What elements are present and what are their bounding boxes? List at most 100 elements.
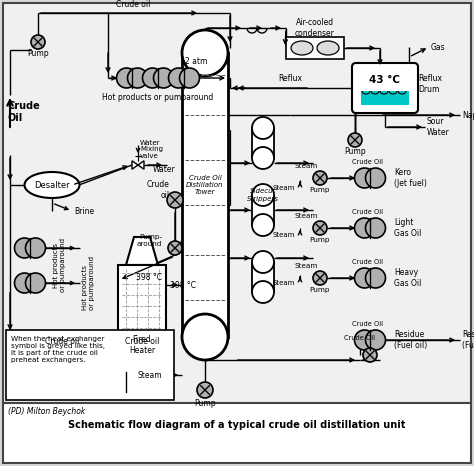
Text: Air-cooled
condenser: Air-cooled condenser xyxy=(295,18,335,38)
Text: Crude Oil: Crude Oil xyxy=(353,159,383,165)
FancyBboxPatch shape xyxy=(352,63,418,113)
Text: Crude Oil: Crude Oil xyxy=(345,335,375,341)
Text: Gas: Gas xyxy=(431,42,446,52)
Circle shape xyxy=(355,268,374,288)
Text: Pump-
around: Pump- around xyxy=(137,233,162,247)
Text: Crude Oil: Crude Oil xyxy=(353,209,383,215)
Circle shape xyxy=(26,273,46,293)
Circle shape xyxy=(355,168,374,188)
Text: Pump: Pump xyxy=(310,237,330,243)
Circle shape xyxy=(355,218,374,238)
Text: Residue
(Fuel oil): Residue (Fuel oil) xyxy=(462,330,474,350)
Bar xyxy=(252,128,274,158)
Text: Steam: Steam xyxy=(295,263,318,269)
Text: Crude
Oil: Crude Oil xyxy=(8,101,41,123)
Bar xyxy=(252,262,274,292)
Text: Crude Oil: Crude Oil xyxy=(353,321,383,327)
Text: Steam: Steam xyxy=(137,370,162,379)
Text: Pump: Pump xyxy=(310,287,330,293)
Text: Sour
Water: Sour Water xyxy=(427,117,450,137)
Ellipse shape xyxy=(252,281,274,303)
Circle shape xyxy=(168,241,182,255)
Text: Pump: Pump xyxy=(310,187,330,193)
Text: When the heat exchanger
symbol is greyed like this,
it is part of the crude oil
: When the heat exchanger symbol is greyed… xyxy=(11,336,105,363)
Circle shape xyxy=(143,68,163,88)
Circle shape xyxy=(365,218,385,238)
Circle shape xyxy=(313,171,327,185)
Text: Crude oil: Crude oil xyxy=(125,337,159,347)
Text: Reflux: Reflux xyxy=(278,74,302,83)
Bar xyxy=(3,3,471,403)
Bar xyxy=(182,53,228,337)
Text: Hot products
or pumparound: Hot products or pumparound xyxy=(54,238,66,292)
Text: Light
Gas Oil: Light Gas Oil xyxy=(394,218,421,238)
Text: Crude oil: Crude oil xyxy=(45,337,79,347)
Ellipse shape xyxy=(25,172,80,198)
Polygon shape xyxy=(132,161,144,169)
Circle shape xyxy=(117,68,137,88)
Ellipse shape xyxy=(182,314,228,360)
Text: Sidecut
Strippers: Sidecut Strippers xyxy=(247,188,279,202)
Ellipse shape xyxy=(252,147,274,169)
Circle shape xyxy=(110,372,130,392)
Bar xyxy=(361,91,409,105)
Circle shape xyxy=(167,192,183,208)
Circle shape xyxy=(121,372,142,392)
Circle shape xyxy=(15,238,35,258)
Ellipse shape xyxy=(252,214,274,236)
Text: Water: Water xyxy=(153,164,176,173)
Text: (PD) Milton Beychok: (PD) Milton Beychok xyxy=(8,407,85,416)
Text: Steam: Steam xyxy=(295,213,318,219)
Text: Heavy
Gas Oil: Heavy Gas Oil xyxy=(394,268,421,288)
Circle shape xyxy=(180,68,200,88)
Text: Hot products or pumparound: Hot products or pumparound xyxy=(102,92,214,102)
Ellipse shape xyxy=(182,30,228,76)
Text: Steam: Steam xyxy=(295,163,318,169)
Circle shape xyxy=(313,271,327,285)
Circle shape xyxy=(154,68,173,88)
Bar xyxy=(252,195,274,225)
Ellipse shape xyxy=(291,41,313,55)
Text: Steam: Steam xyxy=(273,280,295,286)
Circle shape xyxy=(365,268,385,288)
Text: Fired
Heater: Fired Heater xyxy=(129,336,155,355)
Circle shape xyxy=(15,273,35,293)
Text: Pump: Pump xyxy=(194,398,216,407)
Text: Desalter: Desalter xyxy=(34,180,70,190)
Text: Water: Water xyxy=(140,140,161,146)
Text: Brine: Brine xyxy=(74,206,94,215)
Ellipse shape xyxy=(252,117,274,139)
Text: Hot products
or pumparound: Hot products or pumparound xyxy=(82,256,95,310)
Circle shape xyxy=(197,382,213,398)
Circle shape xyxy=(128,68,147,88)
Text: Crude Oil
Distillation
Tower: Crude Oil Distillation Tower xyxy=(186,175,224,195)
Text: 398 °C: 398 °C xyxy=(136,274,162,282)
Circle shape xyxy=(313,221,327,235)
Polygon shape xyxy=(126,237,158,265)
Bar xyxy=(6,330,174,400)
Bar xyxy=(286,37,344,59)
Text: 2 atm: 2 atm xyxy=(185,56,207,66)
Circle shape xyxy=(26,238,46,258)
Bar xyxy=(118,265,166,337)
Circle shape xyxy=(31,35,45,49)
Circle shape xyxy=(365,168,385,188)
Text: 43 °C: 43 °C xyxy=(370,75,401,85)
Circle shape xyxy=(365,330,385,350)
Circle shape xyxy=(348,133,362,147)
Circle shape xyxy=(363,348,377,362)
Text: Steam: Steam xyxy=(273,232,295,238)
Text: Pump: Pump xyxy=(27,49,49,59)
Text: Crude Oil: Crude Oil xyxy=(353,259,383,265)
Text: Crude oil: Crude oil xyxy=(116,0,150,9)
Bar xyxy=(3,403,471,463)
Text: Steam: Steam xyxy=(273,185,295,191)
Text: 398 °C: 398 °C xyxy=(170,281,196,289)
Ellipse shape xyxy=(252,184,274,206)
Text: Kero
(Jet fuel): Kero (Jet fuel) xyxy=(394,168,427,188)
Text: Mixing
valve: Mixing valve xyxy=(140,146,163,159)
Text: Crude
oil: Crude oil xyxy=(147,180,170,200)
Circle shape xyxy=(168,68,189,88)
Circle shape xyxy=(355,330,374,350)
Text: Schematic flow diagram of a typical crude oil distillation unit: Schematic flow diagram of a typical crud… xyxy=(68,420,406,430)
